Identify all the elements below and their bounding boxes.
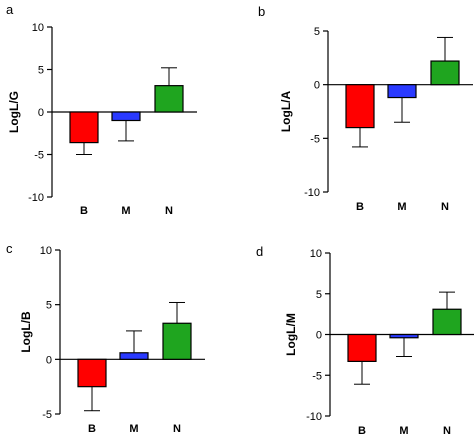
category-label: M — [121, 205, 130, 217]
y-tick-label: -5 — [42, 409, 52, 421]
bar-N — [162, 322, 192, 360]
y-tick-label: 10 — [310, 248, 322, 260]
panel-d: d 10 5 0 -5 -10 LogL/M B M N — [256, 244, 474, 436]
category-label: N — [165, 205, 173, 217]
y-tick-label: 10 — [40, 245, 52, 257]
category-label: N — [173, 423, 181, 435]
y-tick-label: -5 — [34, 150, 44, 162]
y-axis-label: LogL/M — [284, 313, 298, 356]
panel-label: b — [258, 4, 265, 19]
panel-label: a — [6, 2, 14, 17]
panel-label: c — [6, 241, 13, 256]
y-tick-label: 0 — [38, 107, 44, 119]
category-label: M — [129, 423, 138, 435]
bar-N — [154, 85, 184, 113]
y-tick-label: -5 — [312, 370, 322, 382]
bar-M — [111, 111, 141, 122]
y-tick-label: 5 — [46, 300, 52, 312]
category-label: B — [358, 425, 366, 436]
bar-B — [345, 84, 375, 129]
y-axis-label: LogL/A — [279, 91, 293, 133]
bar-B — [77, 358, 107, 388]
y-tick-label: 0 — [46, 354, 52, 366]
category-label: M — [397, 201, 406, 213]
bar-N — [432, 308, 462, 336]
y-tick-label: 10 — [32, 22, 44, 34]
y-tick-label: 0 — [314, 80, 320, 92]
y-tick-label: 5 — [314, 26, 320, 38]
y-axis-label: LogL/B — [19, 311, 33, 353]
category-label: N — [443, 425, 451, 436]
category-label: B — [88, 423, 96, 435]
panel-c: c 10 5 0 -5 LogL/B B M N — [6, 241, 205, 435]
category-label: M — [399, 425, 408, 436]
bar-B — [69, 111, 99, 144]
bar-M — [387, 84, 417, 99]
y-tick-label: 5 — [316, 289, 322, 301]
y-tick-label: -10 — [306, 411, 322, 423]
panel-label: d — [256, 244, 263, 259]
y-tick-label: -10 — [28, 192, 44, 204]
panel-a: a 10 5 0 -5 -10 LogL/G B M N — [6, 2, 197, 217]
bar-M — [389, 333, 419, 339]
y-tick-label: 0 — [316, 330, 322, 342]
bar-B — [347, 333, 377, 362]
y-tick-label: -5 — [310, 133, 320, 145]
bar-N — [430, 60, 460, 86]
y-tick-label: -10 — [304, 187, 320, 199]
y-tick-label: 5 — [38, 65, 44, 77]
bar-M — [119, 352, 149, 360]
category-label: B — [80, 205, 88, 217]
category-label: N — [441, 201, 449, 213]
y-axis-label: LogL/G — [7, 91, 21, 133]
category-label: B — [356, 201, 364, 213]
panel-b: b 5 0 -5 -10 LogL/A B M N — [258, 4, 473, 213]
